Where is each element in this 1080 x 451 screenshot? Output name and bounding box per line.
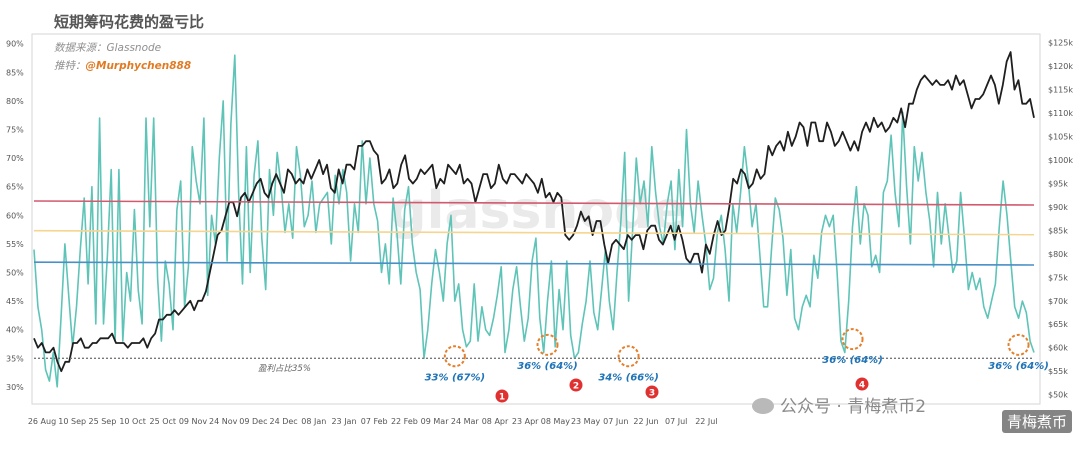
y-right-tick-label: $115k — [1048, 86, 1073, 95]
x-tick-label: 08 May — [541, 417, 571, 426]
wechat-icon — [752, 398, 774, 414]
y-left-tick-label: 65% — [6, 183, 24, 192]
y-left-tick-label: 35% — [6, 354, 24, 363]
x-tick-label: 07 Jun — [603, 417, 628, 426]
x-tick-label: 09 Nov — [179, 417, 208, 426]
twitter-handle: @Murphychen888 — [85, 60, 192, 72]
annotation-label: 34% (66%) — [598, 372, 659, 383]
marker-badge — [495, 389, 509, 403]
x-tick-label: 26 Aug — [28, 417, 56, 426]
x-tick-label: 22 Feb — [391, 417, 418, 426]
marker-number: 1 — [499, 393, 505, 403]
y-right-tick-label: $95k — [1048, 179, 1068, 188]
y-right-tick-label: $90k — [1048, 203, 1068, 212]
y-left-tick-label: 75% — [6, 126, 24, 135]
y-right-tick-label: $105k — [1048, 133, 1073, 142]
x-tick-label: 25 Sep — [88, 417, 116, 426]
marker-number: 3 — [649, 389, 655, 399]
y-right-tick-label: $120k — [1048, 62, 1073, 71]
annotation-label: 36% (64%) — [517, 361, 578, 372]
highlight-circle — [443, 345, 466, 368]
x-tick-label: 10 Oct — [119, 417, 146, 426]
wechat-watermark-text: 公众号 · 青梅煮币2 — [780, 397, 927, 417]
x-tick-label: 24 Dec — [269, 417, 297, 426]
x-tick-label: 07 Jul — [665, 417, 687, 426]
credit-prefix: 推特： — [54, 60, 86, 72]
reference-label: 盈利占比35% — [258, 363, 311, 374]
credit-line: 推特：@Murphychen888 — [54, 58, 191, 73]
x-tick-label: 10 Sep — [58, 417, 86, 426]
wechat-watermark: 公众号 · 青梅煮币2 — [752, 392, 926, 417]
y-right-tick-label: $125k — [1048, 39, 1073, 48]
x-tick-label: 23 Apr — [512, 417, 539, 426]
btc-price-line — [33, 51, 1035, 373]
y-left-tick-label: 30% — [6, 383, 24, 392]
y-right-tick-label: $80k — [1048, 250, 1068, 259]
y-left-tick-label: 85% — [6, 68, 24, 77]
y-left-tick-label: 50% — [6, 268, 24, 277]
x-tick-label: 23 Jan — [331, 417, 356, 426]
highlight-circle — [841, 328, 864, 351]
x-tick-label: 24 Mar — [451, 417, 480, 426]
x-tick-label: 08 Apr — [482, 417, 509, 426]
x-tick-label: 25 Oct — [150, 417, 177, 426]
marker-badge — [645, 385, 659, 399]
annotation-label: 36% (64%) — [988, 361, 1049, 372]
x-tick-label: 09 Mar — [421, 417, 450, 426]
y-right-tick-label: $85k — [1048, 226, 1068, 235]
y-left-tick-label: 70% — [6, 154, 24, 163]
y-left-tick-label: 40% — [6, 326, 24, 335]
marker-badge — [569, 378, 583, 392]
y-right-tick-label: $55k — [1048, 367, 1068, 376]
mean-reference-line — [33, 200, 1035, 206]
y-left-tick-label: 80% — [6, 97, 24, 106]
corner-logo: 青梅煮币 — [1001, 410, 1072, 433]
y-right-tick-label: $70k — [1048, 297, 1068, 306]
y-left-tick-label: 90% — [6, 40, 24, 49]
x-tick-label: 24 Nov — [209, 417, 238, 426]
x-tick-label: 09 Dec — [239, 417, 267, 426]
y-right-tick-label: $60k — [1048, 344, 1068, 353]
y-left-tick-label: 55% — [6, 240, 24, 249]
y-right-tick-label: $50k — [1048, 391, 1068, 400]
x-tick-label: 08 Jan — [301, 417, 326, 426]
x-tick-label: 23 May — [571, 417, 601, 426]
plot-frame — [31, 33, 1041, 405]
marker-number: 2 — [573, 382, 579, 392]
highlight-circle — [1007, 333, 1030, 356]
y-left-tick-label: 60% — [6, 211, 24, 220]
y-right-tick-label: $110k — [1048, 109, 1073, 118]
data-source: 数据来源：Glassnode — [54, 42, 162, 54]
low-reference-line — [33, 261, 1035, 266]
annotation-label: 33% (67%) — [425, 372, 486, 383]
x-tick-label: 22 Jul — [695, 417, 717, 426]
y-right-tick-label: $100k — [1048, 156, 1073, 165]
x-tick-label: 22 Jun — [633, 417, 658, 426]
mid-reference-line — [33, 229, 1035, 236]
short-term-profit-ratio-line — [33, 54, 1035, 388]
x-tick-label: 07 Feb — [361, 417, 388, 426]
chart-title: 短期筹码花费的盈亏比 — [54, 13, 205, 31]
marker-number: 4 — [859, 381, 865, 391]
annotation-label: 36% (64%) — [822, 355, 883, 366]
y-right-tick-label: $75k — [1048, 273, 1068, 282]
highlight-circle — [536, 333, 559, 356]
highlight-circle — [617, 345, 640, 368]
y-left-tick-label: 45% — [6, 297, 24, 306]
y-right-tick-label: $65k — [1048, 320, 1068, 329]
marker-badge — [855, 377, 869, 391]
